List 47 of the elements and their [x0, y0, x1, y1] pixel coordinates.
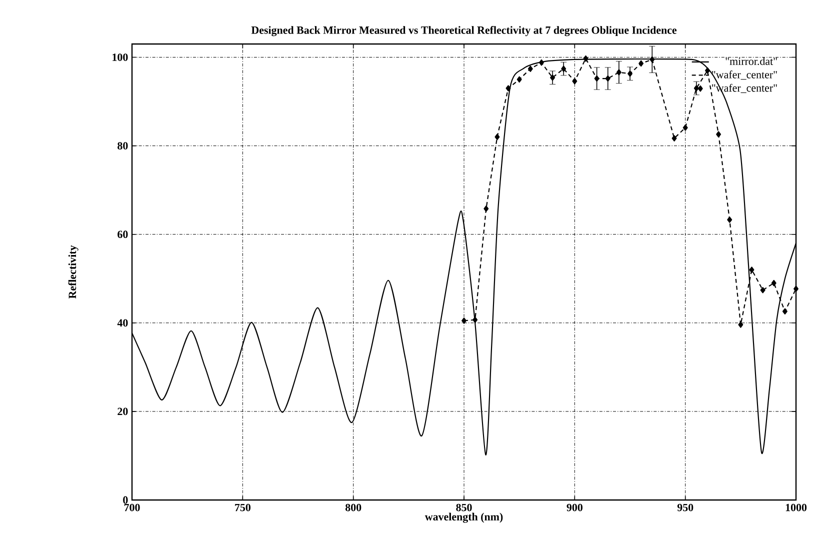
- point: [472, 316, 478, 323]
- point: [727, 216, 732, 223]
- y-axis-title: Reflectivity: [68, 245, 78, 299]
- point: [583, 55, 588, 62]
- point: [561, 66, 566, 72]
- point: [506, 85, 511, 92]
- legend-label: "mirror.dat": [726, 57, 777, 66]
- y-tick-label: 20: [118, 408, 128, 416]
- point: [484, 206, 489, 212]
- point: [771, 280, 776, 286]
- point: [494, 134, 500, 140]
- point: [638, 60, 644, 67]
- y-tick-label: 100: [112, 54, 128, 61]
- x-tick-label: 800: [345, 504, 362, 512]
- x-tick-label: 700: [124, 504, 140, 512]
- point: [528, 66, 533, 72]
- y-tick-label: 40: [117, 319, 128, 327]
- point: [716, 131, 722, 138]
- point: [628, 70, 632, 77]
- x-tick-label: 950: [677, 504, 694, 512]
- point: [462, 318, 466, 324]
- y-tick-label: 80: [118, 142, 128, 150]
- point: [682, 124, 688, 131]
- point: [605, 75, 610, 82]
- x-tick-label: 1000: [786, 504, 807, 512]
- point: [672, 135, 677, 142]
- y-tick-label: 60: [118, 230, 128, 238]
- chart-title: Designed Back Mirror Measured vs Theoretical Reflectivity at 7 degrees Oblique Incidence: [251, 26, 677, 36]
- x-tick-label: 900: [566, 504, 582, 512]
- point: [704, 67, 710, 74]
- point: [694, 85, 699, 92]
- y-tick-label: 0: [123, 496, 128, 504]
- point: [516, 76, 522, 83]
- point: [650, 56, 655, 63]
- point: [738, 322, 744, 328]
- point: [782, 308, 788, 315]
- point: [594, 75, 600, 82]
- point: [616, 69, 622, 76]
- point: [550, 74, 556, 81]
- point: [572, 78, 578, 84]
- x-tick-label: 850: [456, 504, 472, 512]
- x-tick-label: 750: [235, 504, 250, 512]
- point: [760, 286, 766, 294]
- point: [538, 59, 544, 66]
- x-axis-title: wavelength (nm): [424, 512, 503, 523]
- point: [749, 266, 754, 273]
- point: [794, 286, 798, 292]
